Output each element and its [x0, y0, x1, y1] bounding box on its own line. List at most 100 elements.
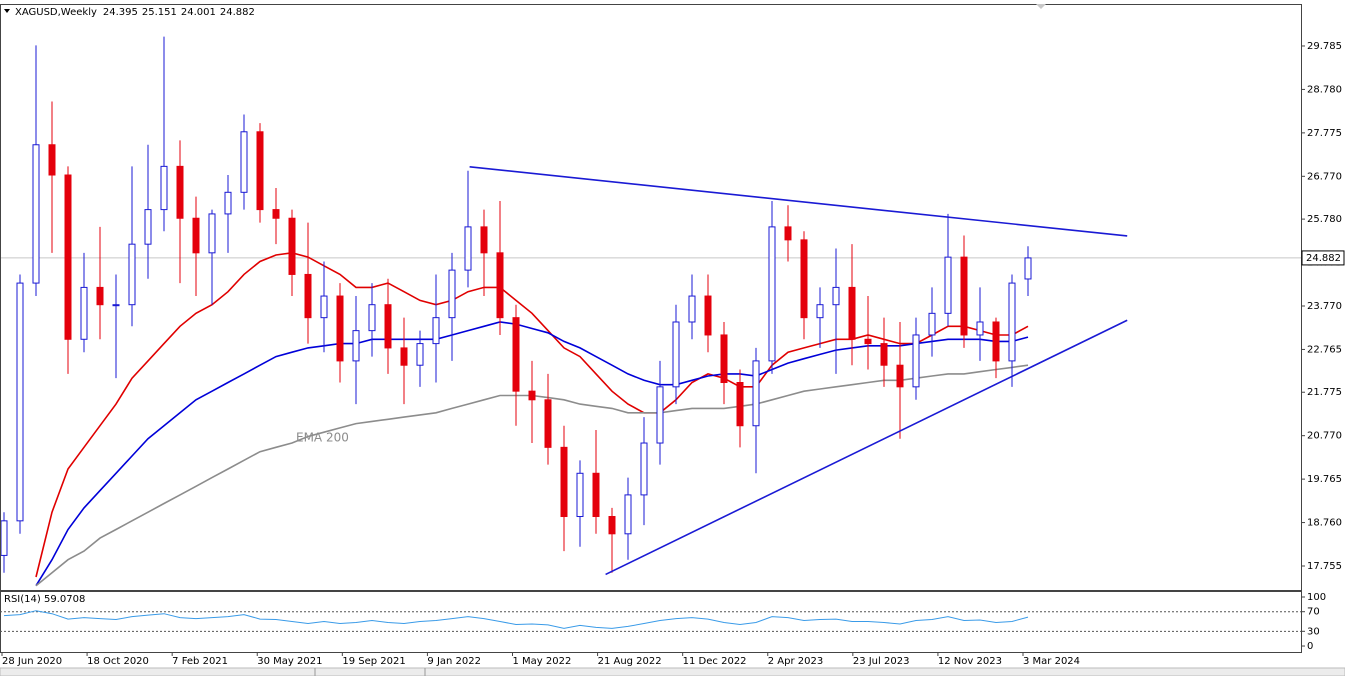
rsi-pane-frame — [0, 591, 1302, 653]
x-tick-label: 28 Jun 2020 — [2, 656, 62, 667]
x-tick-label: 21 Aug 2022 — [598, 656, 662, 667]
rsi-tick-label: 30 — [1307, 626, 1320, 637]
candle-body — [544, 399, 552, 448]
candle-body — [176, 165, 184, 219]
ema-line — [35, 251, 1029, 578]
y-tick-label: 22.765 — [1307, 344, 1342, 355]
candle-body — [288, 217, 296, 275]
candle-body — [640, 442, 648, 496]
y-tick-label: 21.775 — [1307, 387, 1342, 398]
y-tick-label: 18.760 — [1307, 518, 1342, 529]
candle-body — [80, 286, 88, 340]
rsi-tick-label: 0 — [1307, 641, 1313, 652]
candle-body — [464, 226, 472, 271]
candle-body — [256, 131, 264, 211]
candle-body — [1024, 257, 1032, 280]
candle-body — [656, 386, 664, 444]
candle-body — [320, 295, 328, 319]
header-low: 24.001 — [181, 7, 216, 18]
candle-body — [192, 217, 200, 254]
header-open: 24.395 — [103, 7, 138, 18]
trendline — [469, 166, 1128, 237]
candle-body — [1008, 282, 1016, 362]
shift-marker — [1036, 4, 1046, 9]
main-pane-frame — [0, 4, 1302, 591]
candle-body — [208, 213, 216, 254]
candle-body — [336, 295, 344, 362]
y-tick-label: 26.770 — [1307, 171, 1342, 182]
candle-body — [944, 256, 952, 314]
y-tick-label: 19.765 — [1307, 474, 1342, 485]
candle-body — [64, 174, 72, 340]
candle-body — [560, 446, 568, 518]
candle-body — [672, 321, 680, 388]
x-tick-label: 23 Jul 2023 — [853, 656, 910, 667]
candle-body — [960, 256, 968, 336]
candle-body — [688, 295, 696, 323]
candle-body — [720, 334, 728, 384]
symbol: XAGUSD,Weekly — [15, 7, 97, 18]
candle-body — [752, 360, 760, 427]
candle-body — [1, 520, 8, 556]
candle-body — [400, 347, 408, 366]
candle-body — [512, 317, 520, 392]
candle-body — [128, 243, 136, 306]
candle-body — [448, 269, 456, 319]
candle-body — [240, 131, 248, 193]
rsi-title: RSI(14) 59.0708 — [4, 594, 85, 605]
candle-body — [928, 312, 936, 336]
candle-body — [864, 338, 872, 345]
candle-body — [832, 286, 840, 306]
candle-body — [848, 286, 856, 340]
candle-body — [576, 472, 584, 518]
chart-header: XAGUSD,Weekly 24.395 25.151 24.001 24.882 — [15, 7, 255, 18]
candle-body — [352, 330, 360, 362]
y-tick-label: 27.775 — [1307, 128, 1342, 139]
ema-line — [35, 321, 1029, 587]
candle-body — [736, 382, 744, 427]
header-close: 24.882 — [220, 7, 255, 18]
candle-body — [416, 343, 424, 366]
y-tick-label: 28.780 — [1307, 84, 1342, 95]
candle-body — [224, 191, 232, 215]
rsi-tick-label: 70 — [1307, 607, 1320, 618]
candle-body — [912, 334, 920, 388]
candle-body — [112, 304, 120, 307]
tab-strip[interactable] — [0, 667, 1345, 676]
candle-body — [48, 144, 56, 176]
candle-body — [32, 144, 40, 284]
y-tick-label: 23.770 — [1307, 301, 1342, 312]
candle-body — [304, 273, 312, 319]
header-menu-arrow[interactable] — [4, 9, 10, 13]
ema-annotation: EMA 200 — [296, 431, 349, 445]
candle-body — [96, 286, 104, 306]
trendline — [605, 319, 1128, 576]
x-tick-label: 3 Mar 2024 — [1023, 656, 1080, 667]
y-tick-label: 29.785 — [1307, 41, 1342, 52]
rsi-line — [3, 610, 1029, 629]
y-tick-label: 17.755 — [1307, 561, 1342, 572]
candle-body — [816, 304, 824, 319]
y-tick-label: 20.770 — [1307, 431, 1342, 442]
x-tick-label: 9 Jan 2022 — [427, 656, 481, 667]
x-tick-label: 7 Feb 2021 — [172, 656, 228, 667]
candle-body — [784, 226, 792, 241]
candle-body — [896, 364, 904, 388]
candle-body — [976, 321, 984, 336]
price-label: 24.882 — [1306, 253, 1341, 264]
x-tick-label: 30 May 2021 — [257, 656, 322, 667]
candle-body — [16, 282, 24, 522]
candle-body — [384, 304, 392, 349]
candle-body — [160, 165, 168, 211]
candle-body — [528, 390, 536, 401]
candle-body — [880, 343, 888, 366]
price-label-box — [1301, 250, 1345, 266]
candle-body — [272, 209, 280, 219]
candle-body — [496, 252, 504, 319]
candle-body — [144, 209, 152, 245]
plot-area: EMA 200 — [1, 36, 1301, 587]
x-tick-label: 12 Nov 2023 — [938, 656, 1002, 667]
candle-body — [368, 304, 376, 332]
